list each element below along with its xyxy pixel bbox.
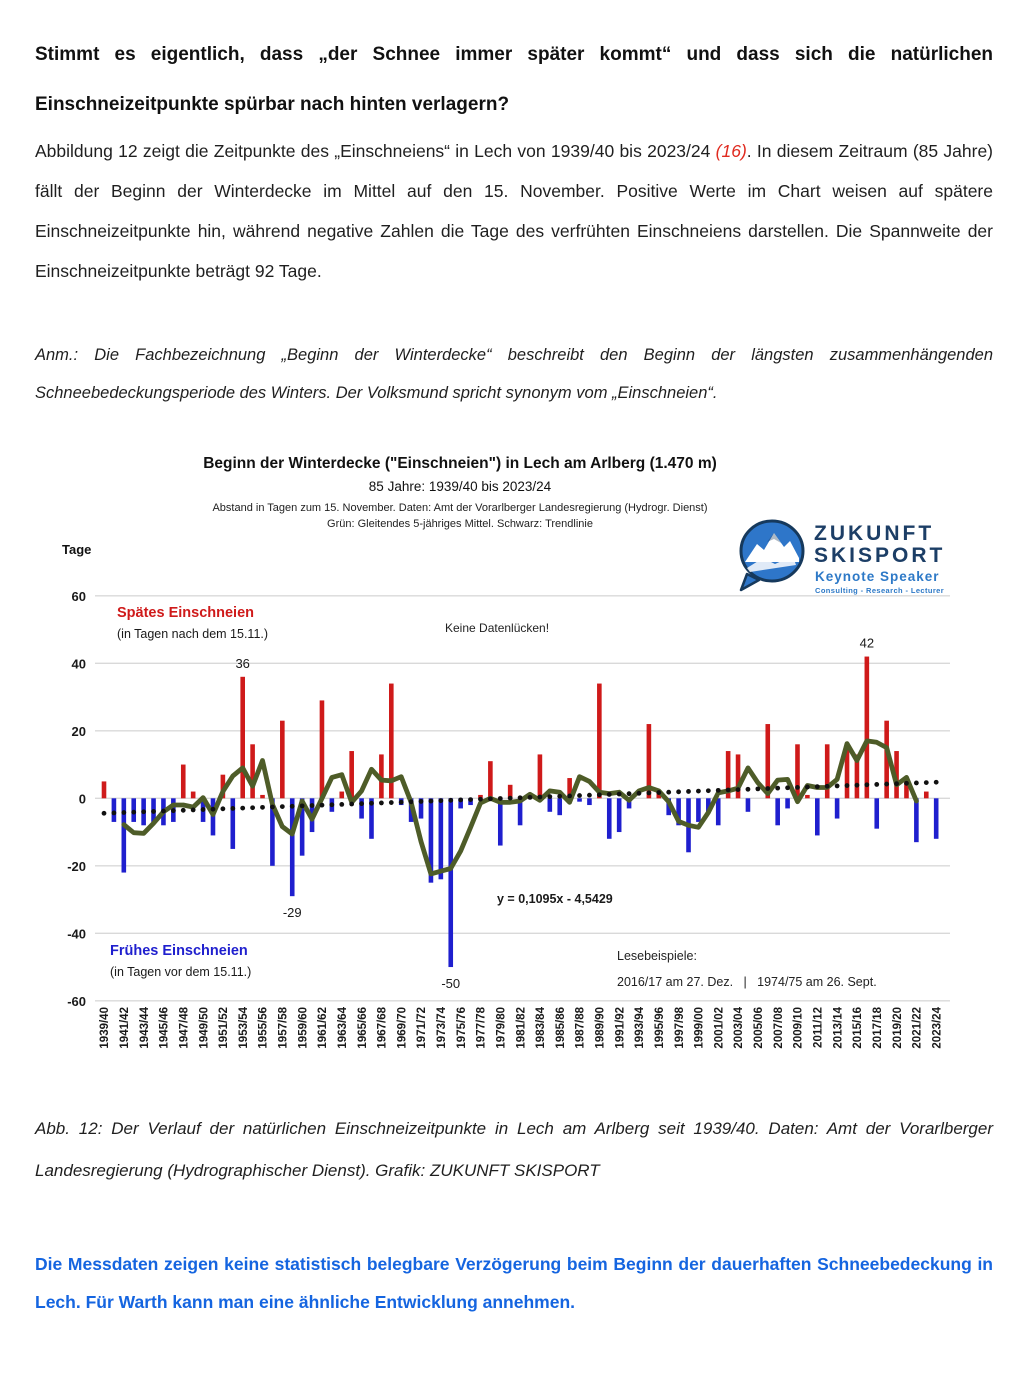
- svg-text:1979/80: 1979/80: [495, 1007, 507, 1049]
- svg-text:-29: -29: [283, 905, 302, 920]
- figure-caption: Abb. 12: Der Verlauf der natürlichen Ein…: [35, 1119, 993, 1180]
- intro-text-before: Abbildung 12 zeigt die Zeitpunkte des „E…: [35, 141, 716, 161]
- svg-text:36: 36: [235, 656, 249, 671]
- legend-early-subtitle: (in Tagen vor dem 15.11.): [110, 965, 252, 979]
- footnote-paragraph: Anm.: Die Fachbezeichnung „Beginn der Wi…: [35, 346, 993, 402]
- svg-text:1997/98: 1997/98: [674, 1006, 686, 1048]
- trendline-equation: y = 0,1095x - 4,5429: [497, 892, 613, 906]
- svg-text:0: 0: [79, 791, 86, 806]
- svg-text:2011/12: 2011/12: [813, 1007, 825, 1048]
- citation-ref: (16): [715, 141, 747, 161]
- chart-source-line: Abstand in Tagen zum 15. November. Daten…: [212, 502, 708, 514]
- svg-text:2013/14: 2013/14: [832, 1006, 844, 1048]
- logo-tagline: Consulting - Research - Lecturer: [815, 586, 945, 595]
- svg-text:1981/82: 1981/82: [515, 1007, 527, 1049]
- svg-text:1955/56: 1955/56: [258, 1007, 270, 1049]
- svg-text:1949/50: 1949/50: [198, 1007, 210, 1049]
- intro-text-after: . In diesem Zeitraum (85 Jahre) fällt de…: [35, 141, 994, 281]
- svg-text:1959/60: 1959/60: [297, 1007, 309, 1049]
- svg-text:1969/70: 1969/70: [396, 1007, 408, 1049]
- svg-text:1941/42: 1941/42: [119, 1007, 131, 1049]
- svg-text:1977/78: 1977/78: [476, 1006, 488, 1048]
- legend-late-title: Spätes Einschneien: [117, 605, 254, 621]
- svg-text:1967/68: 1967/68: [377, 1006, 389, 1048]
- svg-text:1945/46: 1945/46: [159, 1007, 171, 1049]
- logo-keynote-speaker: Keynote Speaker: [815, 569, 940, 584]
- svg-text:1975/76: 1975/76: [456, 1007, 468, 1049]
- svg-text:1983/84: 1983/84: [535, 1006, 547, 1048]
- svg-text:2005/06: 2005/06: [753, 1007, 765, 1049]
- svg-text:60: 60: [72, 589, 86, 604]
- svg-text:1957/58: 1957/58: [278, 1006, 290, 1048]
- svg-text:1991/92: 1991/92: [614, 1007, 626, 1049]
- svg-text:1951/52: 1951/52: [218, 1007, 230, 1049]
- y-axis-title: Tage: [62, 542, 92, 557]
- chart-subtitle: 85 Jahre: 1939/40 bis 2023/24: [368, 479, 552, 494]
- svg-text:1943/44: 1943/44: [139, 1006, 151, 1048]
- svg-text:1993/94: 1993/94: [634, 1006, 646, 1048]
- svg-text:2003/04: 2003/04: [733, 1006, 745, 1048]
- no-data-gaps-note: Keine Datenlücken!: [445, 621, 550, 635]
- page-title: Stimmt es eigentlich, dass „der Schnee i…: [35, 44, 993, 115]
- svg-text:1987/88: 1987/88: [575, 1006, 587, 1048]
- svg-text:1995/96: 1995/96: [654, 1007, 666, 1049]
- svg-text:2015/16: 2015/16: [852, 1007, 864, 1049]
- svg-text:1961/62: 1961/62: [317, 1007, 329, 1049]
- svg-text:40: 40: [72, 656, 86, 671]
- mountain-icon: [739, 519, 805, 592]
- svg-text:1989/90: 1989/90: [595, 1007, 607, 1049]
- svg-text:1999/00: 1999/00: [694, 1007, 706, 1049]
- legend-early-title: Frühes Einschneien: [110, 943, 248, 959]
- intro-paragraph: Abbildung 12 zeigt die Zeitpunkte des „E…: [35, 131, 993, 291]
- svg-text:1973/74: 1973/74: [436, 1006, 448, 1048]
- svg-text:42: 42: [860, 636, 874, 651]
- zukunft-skisport-logo: ZUKUNFT SKISPORT Keynote Speaker Consult…: [737, 516, 952, 596]
- svg-text:1971/72: 1971/72: [416, 1007, 428, 1049]
- svg-text:2019/20: 2019/20: [892, 1007, 904, 1049]
- reading-examples-text: 2016/17 am 27. Dez. | 1974/75 am 26. Sep…: [617, 975, 877, 989]
- chart-legend-line: Grün: Gleitendes 5-jähriges Mittel. Schw…: [327, 518, 593, 530]
- chart-title: Beginn der Winterdecke ("Einschneien") i…: [203, 455, 717, 472]
- svg-text:1947/48: 1947/48: [178, 1006, 190, 1048]
- svg-text:2007/08: 2007/08: [773, 1006, 785, 1048]
- svg-text:-50: -50: [441, 976, 460, 991]
- svg-text:1953/54: 1953/54: [238, 1006, 250, 1048]
- logo-line-zukunft: ZUKUNFT: [814, 522, 935, 545]
- svg-text:2017/18: 2017/18: [872, 1006, 884, 1048]
- legend-late-subtitle: (in Tagen nach dem 15.11.): [117, 627, 269, 641]
- svg-text:2001/02: 2001/02: [713, 1007, 725, 1049]
- svg-text:-40: -40: [67, 926, 86, 941]
- svg-text:2023/24: 2023/24: [931, 1006, 943, 1048]
- logo-line-skisport: SKISPORT: [814, 544, 946, 567]
- svg-text:-20: -20: [67, 859, 86, 874]
- svg-text:1985/86: 1985/86: [555, 1007, 567, 1049]
- svg-text:-60: -60: [67, 994, 86, 1009]
- svg-text:1963/64: 1963/64: [337, 1006, 349, 1048]
- svg-text:20: 20: [72, 724, 86, 739]
- svg-text:1965/66: 1965/66: [357, 1007, 369, 1049]
- conclusion-paragraph: Die Messdaten zeigen keine statistisch b…: [35, 1254, 993, 1312]
- svg-text:2009/10: 2009/10: [793, 1007, 805, 1049]
- svg-text:1939/40: 1939/40: [99, 1007, 111, 1049]
- reading-examples-title: Lesebeispiele:: [617, 949, 697, 963]
- svg-text:2021/22: 2021/22: [912, 1007, 924, 1049]
